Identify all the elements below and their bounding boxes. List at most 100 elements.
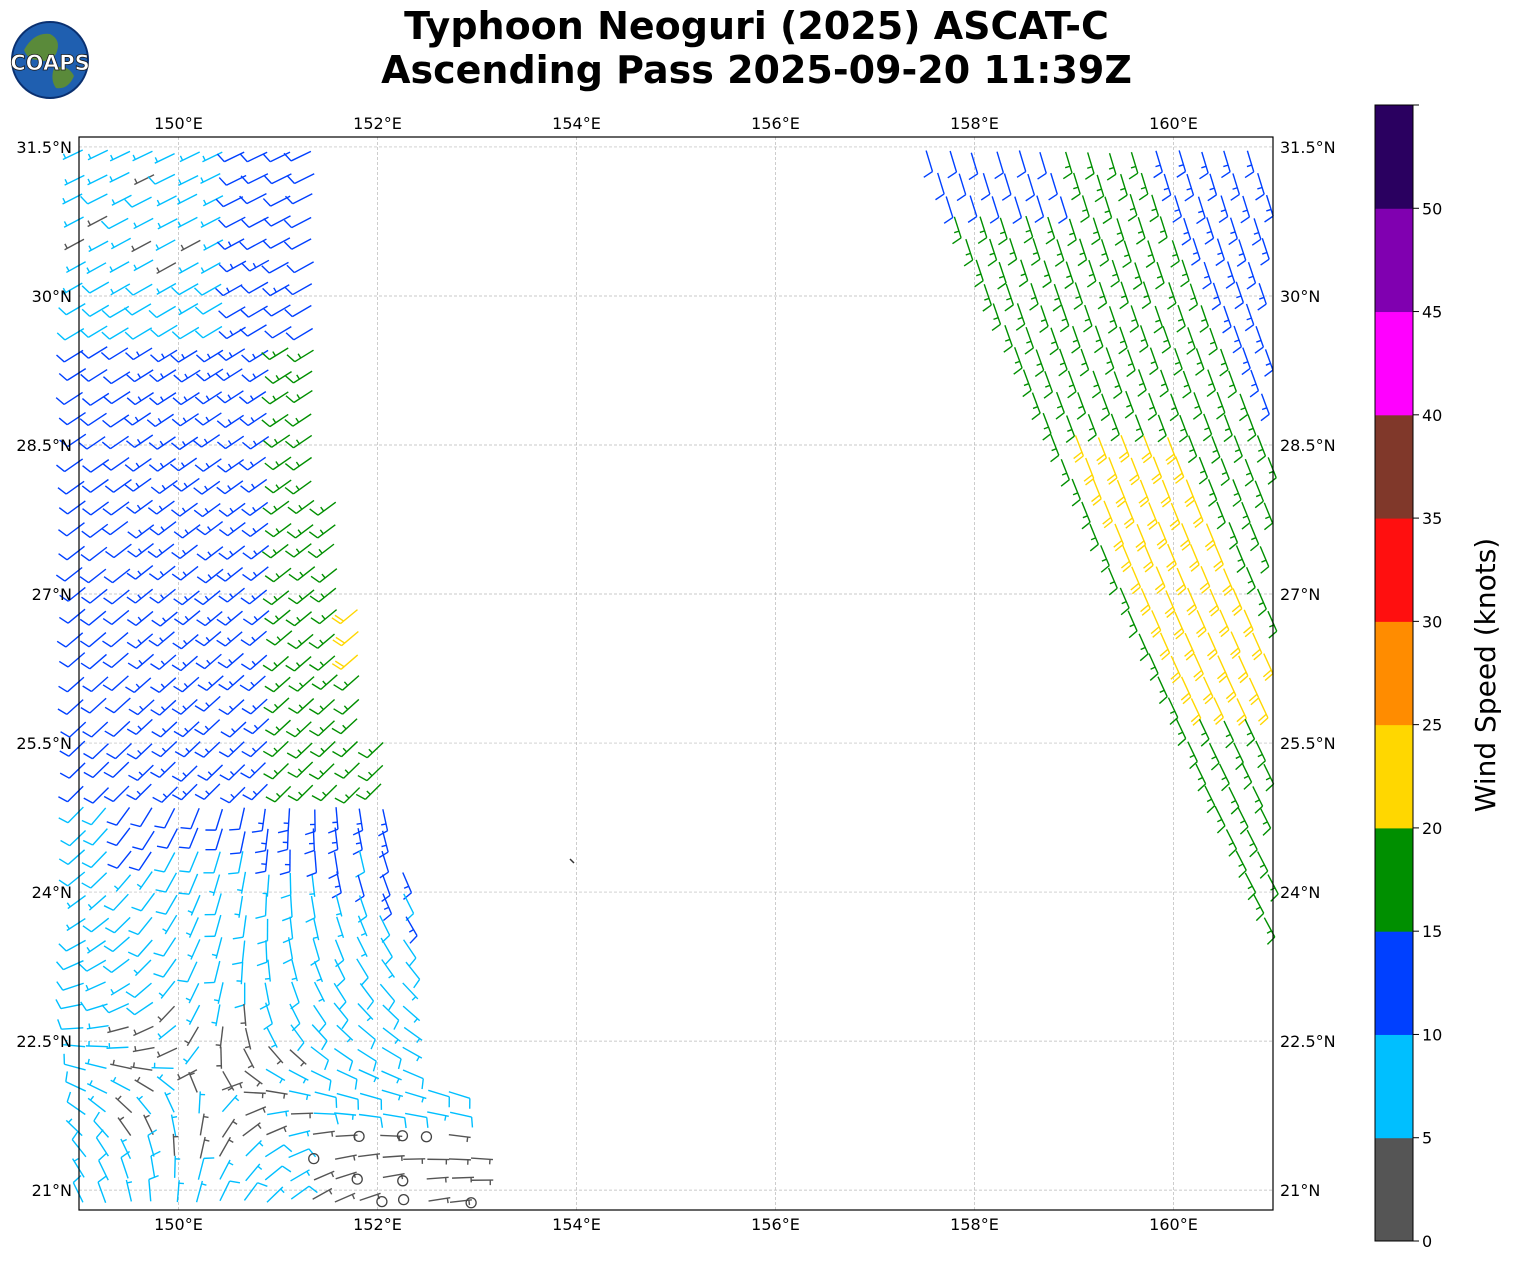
wind-barb [465, 1197, 477, 1209]
colorbar-label: Wind Speed (knots) [1469, 538, 1502, 812]
lon-tick-label-bottom: 154°E [552, 1215, 601, 1234]
wind-barb [288, 676, 315, 692]
lat-tick-label-right: 25.5°N [1280, 734, 1336, 753]
wind-barb [262, 284, 290, 297]
wind-barb [262, 590, 290, 606]
wind-barb [402, 1005, 421, 1023]
wind-barb [1110, 259, 1120, 288]
wind-barb [125, 982, 152, 999]
wind-barb [234, 895, 244, 918]
wind-barb [1055, 391, 1065, 420]
wind-barb [1254, 326, 1265, 354]
wind-barb [66, 1091, 86, 1116]
wind-barb [222, 1070, 235, 1091]
wind-barb [198, 1091, 206, 1114]
wind-barb [103, 391, 131, 405]
wind-barb [211, 1004, 221, 1027]
wind-barb [195, 349, 224, 363]
wind-barb [284, 434, 313, 449]
wind-barb [111, 194, 132, 206]
wind-barb [104, 697, 131, 714]
wind-barb [1227, 370, 1237, 399]
wind-barb [1164, 590, 1176, 618]
wind-barb [262, 237, 291, 249]
wind-barb [1018, 259, 1029, 288]
wind-barb [126, 718, 153, 735]
wind-barb [1186, 327, 1196, 355]
wind-barb [58, 939, 86, 952]
wind-barb [358, 1113, 384, 1128]
wind-barb [308, 524, 336, 539]
colorbar-bin [1375, 105, 1413, 209]
wind-barb [216, 567, 244, 582]
wind-barb [218, 521, 246, 537]
wind-barb [172, 477, 200, 492]
wind-barb [177, 1069, 198, 1081]
wind-barb [215, 284, 243, 297]
wind-barb [194, 590, 221, 606]
wind-barb [131, 240, 152, 253]
wind-barb [277, 808, 291, 834]
wind-barb [1139, 325, 1149, 353]
wind-barb [217, 348, 246, 361]
wind-barb [285, 721, 312, 738]
wind-barb [80, 193, 108, 205]
wind-barb [178, 262, 199, 275]
wind-barb [1267, 457, 1277, 485]
wind-barb [148, 631, 175, 647]
wind-barb [1151, 456, 1163, 485]
wind-barb [172, 392, 200, 406]
wind-barb [1104, 347, 1115, 375]
wind-barb [1153, 150, 1163, 179]
wind-barb [59, 762, 86, 779]
wind-barb [172, 634, 199, 650]
wind-barb [221, 1118, 238, 1138]
wind-barb [1173, 456, 1185, 484]
wind-barb [284, 304, 312, 318]
wind-barb [102, 632, 129, 648]
wind-barb [1263, 763, 1275, 792]
wind-barb [221, 1081, 243, 1091]
wind-barb [1230, 631, 1241, 660]
wind-barb [156, 828, 179, 849]
wind-barb [240, 630, 267, 647]
wind-barb [1178, 414, 1189, 443]
lat-tick-label-right: 21°N [1280, 1181, 1320, 1200]
wind-barb [86, 940, 106, 954]
wind-barb [994, 151, 1005, 180]
wind-barb [1235, 850, 1247, 879]
wind-barb [200, 216, 221, 229]
wind-barb [245, 1163, 263, 1182]
lat-tick-label-left: 31.5°N [16, 138, 72, 157]
wind-barb [234, 982, 246, 1009]
wind-barb [261, 347, 289, 361]
wind-barb [1233, 742, 1244, 771]
wind-barb [1257, 282, 1267, 311]
wind-barb [1062, 151, 1073, 180]
wind-barb [187, 894, 201, 916]
wind-barb [136, 871, 153, 890]
wind-barb [80, 1001, 108, 1012]
wind-barb [288, 698, 315, 714]
wind-barb [171, 698, 198, 715]
wind-barb [79, 568, 107, 584]
wind-barb [202, 151, 223, 163]
wind-barb [331, 609, 358, 625]
wind-barb [328, 852, 339, 880]
wind-barb [199, 1113, 209, 1136]
wind-barb [1222, 305, 1232, 334]
wind-barb [127, 939, 153, 958]
wind-barb [221, 1094, 240, 1113]
wind-barb [1259, 546, 1270, 574]
wind-barb [204, 893, 222, 916]
wind-barb [136, 1095, 152, 1115]
wind-barb [1042, 260, 1052, 289]
lat-tick-label-left: 30°N [32, 287, 72, 306]
wind-barb [283, 216, 312, 229]
wind-barb [84, 1058, 107, 1070]
wind-barb [126, 434, 154, 448]
wind-barb [194, 741, 221, 758]
map-grid [79, 137, 1273, 1210]
wind-barb [1244, 150, 1255, 179]
wind-barb [217, 652, 244, 669]
